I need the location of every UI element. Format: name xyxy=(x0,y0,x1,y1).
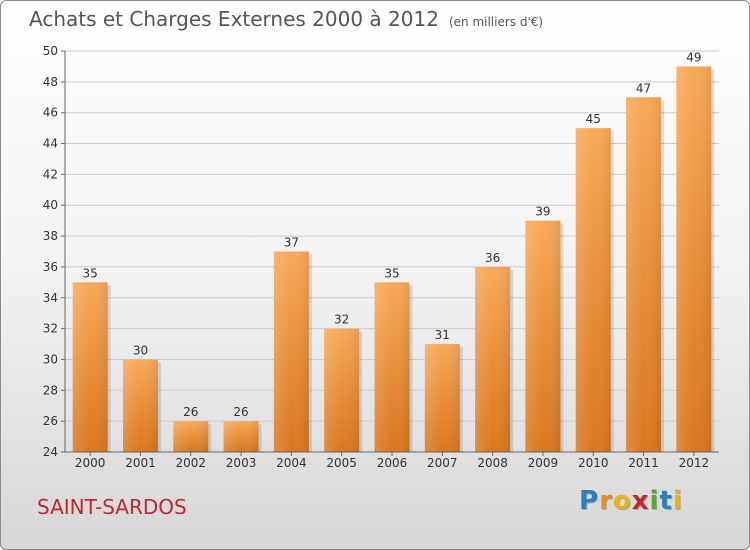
bar-shade xyxy=(676,66,712,452)
data-label: 30 xyxy=(133,343,148,357)
bar-shade xyxy=(626,97,662,453)
y-tick-label: 34 xyxy=(43,291,58,305)
data-label: 49 xyxy=(686,50,701,64)
x-tick-label: 2003 xyxy=(226,456,257,470)
data-label: 26 xyxy=(233,405,248,419)
y-tick-label: 26 xyxy=(43,414,58,428)
bar-shade xyxy=(424,344,460,452)
x-tick-label: 2001 xyxy=(125,456,156,470)
data-label: 31 xyxy=(435,328,450,342)
chart-title-text: Achats et Charges Externes 2000 à 2012 xyxy=(29,7,439,31)
x-tick-label: 2010 xyxy=(578,456,609,470)
bar-shade xyxy=(72,282,108,452)
y-tick-label: 46 xyxy=(43,106,58,120)
bar-shade xyxy=(173,421,209,452)
logo-letter: i xyxy=(672,486,683,516)
bar-shade xyxy=(374,282,410,452)
y-tick-label: 24 xyxy=(43,445,58,459)
y-tick-label: 28 xyxy=(43,383,58,397)
bar-shade xyxy=(575,128,611,452)
y-tick-label: 42 xyxy=(43,167,58,181)
commune-name: SAINT-SARDOS xyxy=(37,495,187,519)
x-tick-label: 2011 xyxy=(628,456,659,470)
y-tick-label: 36 xyxy=(43,260,58,274)
logo-letter: P xyxy=(579,486,600,516)
bar-shade xyxy=(475,266,511,452)
bar-shade xyxy=(324,328,360,452)
logo-letter: r xyxy=(599,486,613,516)
y-tick-label: 32 xyxy=(43,322,58,336)
proxiti-logo: Proxiti xyxy=(579,486,683,516)
data-label: 35 xyxy=(83,266,98,280)
x-tick-label: 2012 xyxy=(679,456,710,470)
y-tick-label: 30 xyxy=(43,352,58,366)
x-tick-label: 2004 xyxy=(276,456,307,470)
data-label: 45 xyxy=(586,112,601,126)
x-tick-label: 2006 xyxy=(377,456,408,470)
x-tick-label: 2002 xyxy=(175,456,206,470)
bar-shade xyxy=(525,220,561,452)
data-label: 35 xyxy=(384,266,399,280)
data-label: 36 xyxy=(485,251,500,265)
x-tick-label: 2005 xyxy=(326,456,357,470)
data-label: 37 xyxy=(284,236,299,250)
logo-letter: x xyxy=(631,486,650,516)
x-tick-label: 2009 xyxy=(528,456,559,470)
data-label: 39 xyxy=(535,205,550,219)
data-label: 47 xyxy=(636,81,651,95)
logo-letter: i xyxy=(649,486,660,516)
bar-shade xyxy=(273,251,309,452)
x-tick-label: 2008 xyxy=(477,456,508,470)
logo-letter: t xyxy=(659,486,673,516)
y-tick-label: 48 xyxy=(43,75,58,89)
logo-letter: o xyxy=(612,486,632,516)
y-tick-label: 44 xyxy=(43,137,58,151)
y-tick-label: 38 xyxy=(43,229,58,243)
data-label: 32 xyxy=(334,313,349,327)
chart-title: Achats et Charges Externes 2000 à 2012 (e… xyxy=(29,7,543,31)
y-tick-label: 40 xyxy=(43,198,58,212)
data-label: 26 xyxy=(183,405,198,419)
x-tick-label: 2000 xyxy=(75,456,106,470)
y-tick-label: 50 xyxy=(43,44,58,58)
bar-shade xyxy=(223,421,259,452)
bar-shade xyxy=(122,359,158,452)
x-tick-label: 2007 xyxy=(427,456,458,470)
chart-unit: (en milliers d'€) xyxy=(448,15,544,29)
